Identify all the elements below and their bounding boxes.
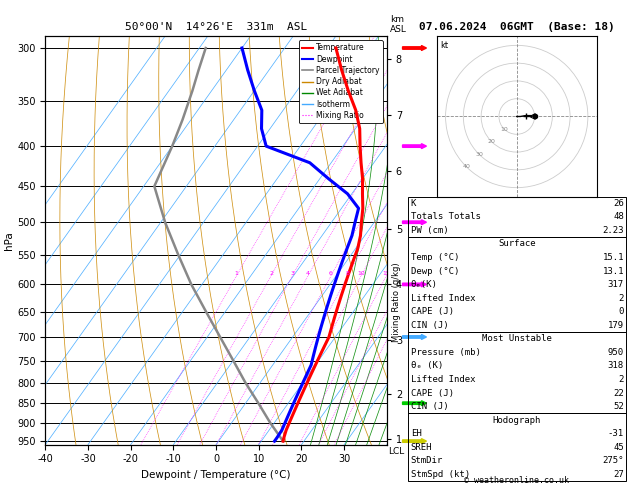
Text: 13.1: 13.1 — [603, 267, 624, 276]
Text: θₑ (K): θₑ (K) — [411, 362, 443, 370]
Text: LCL: LCL — [388, 447, 404, 456]
Text: Most Unstable: Most Unstable — [482, 334, 552, 343]
Text: Hodograph: Hodograph — [493, 416, 541, 425]
Text: 317: 317 — [608, 280, 624, 289]
Text: 10: 10 — [357, 271, 365, 276]
Text: SREH: SREH — [411, 443, 432, 452]
Text: -31: -31 — [608, 429, 624, 438]
Text: 2: 2 — [618, 294, 624, 303]
Text: CIN (J): CIN (J) — [411, 402, 448, 411]
Text: 2: 2 — [269, 271, 273, 276]
Text: 4: 4 — [306, 271, 310, 276]
Y-axis label: hPa: hPa — [4, 231, 14, 250]
Text: 48: 48 — [613, 212, 624, 221]
Text: 20: 20 — [487, 139, 496, 144]
Text: 179: 179 — [608, 321, 624, 330]
Text: 30: 30 — [475, 152, 483, 156]
Text: K: K — [411, 199, 416, 208]
Text: 3: 3 — [291, 271, 294, 276]
X-axis label: Dewpoint / Temperature (°C): Dewpoint / Temperature (°C) — [142, 470, 291, 480]
Text: 8: 8 — [346, 271, 350, 276]
Text: © weatheronline.co.uk: © weatheronline.co.uk — [464, 476, 569, 485]
Text: θₑ(K): θₑ(K) — [411, 280, 438, 289]
Text: StmSpd (kt): StmSpd (kt) — [411, 470, 470, 479]
Text: CIN (J): CIN (J) — [411, 321, 448, 330]
Text: Temp (°C): Temp (°C) — [411, 253, 459, 262]
Text: CAPE (J): CAPE (J) — [411, 307, 454, 316]
Text: 1: 1 — [235, 271, 238, 276]
Text: 52: 52 — [613, 402, 624, 411]
Text: Pressure (mb): Pressure (mb) — [411, 348, 481, 357]
Text: 15.1: 15.1 — [603, 253, 624, 262]
Text: Lifted Index: Lifted Index — [411, 294, 476, 303]
Text: 26: 26 — [613, 199, 624, 208]
Text: 07.06.2024  06GMT  (Base: 18): 07.06.2024 06GMT (Base: 18) — [419, 21, 615, 32]
Text: Dewp (°C): Dewp (°C) — [411, 267, 459, 276]
Text: 50°00'N  14°26'E  331m  ASL: 50°00'N 14°26'E 331m ASL — [125, 21, 307, 32]
Text: km
ASL: km ASL — [390, 16, 407, 34]
Text: EH: EH — [411, 429, 421, 438]
Text: 318: 318 — [608, 362, 624, 370]
Text: Surface: Surface — [498, 240, 535, 248]
Text: CAPE (J): CAPE (J) — [411, 388, 454, 398]
Text: StmDir: StmDir — [411, 456, 443, 465]
Text: 950: 950 — [608, 348, 624, 357]
Text: 2: 2 — [618, 375, 624, 384]
Text: 45: 45 — [613, 443, 624, 452]
Text: 40: 40 — [462, 164, 470, 169]
Legend: Temperature, Dewpoint, Parcel Trajectory, Dry Adiabat, Wet Adiabat, Isotherm, Mi: Temperature, Dewpoint, Parcel Trajectory… — [299, 40, 383, 123]
Text: Lifted Index: Lifted Index — [411, 375, 476, 384]
Text: PW (cm): PW (cm) — [411, 226, 448, 235]
Text: kt: kt — [440, 41, 448, 50]
Text: 10: 10 — [500, 126, 508, 132]
Text: 15: 15 — [382, 271, 390, 276]
Text: 275°: 275° — [603, 456, 624, 465]
Text: 27: 27 — [613, 470, 624, 479]
Text: Mixing Ratio (g/kg): Mixing Ratio (g/kg) — [392, 262, 401, 342]
Text: Totals Totals: Totals Totals — [411, 212, 481, 221]
Text: 0: 0 — [618, 307, 624, 316]
Text: 22: 22 — [613, 388, 624, 398]
Text: 6: 6 — [329, 271, 333, 276]
Text: 2.23: 2.23 — [603, 226, 624, 235]
